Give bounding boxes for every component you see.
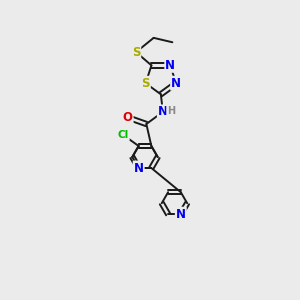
Text: N: N — [165, 59, 175, 72]
Text: N: N — [158, 105, 168, 119]
Text: N: N — [176, 208, 186, 221]
Text: S: S — [141, 77, 150, 90]
Text: O: O — [123, 111, 133, 124]
Text: N: N — [134, 161, 144, 175]
Text: N: N — [171, 77, 181, 90]
Text: H: H — [167, 106, 175, 116]
Text: Cl: Cl — [118, 130, 129, 140]
Text: S: S — [132, 46, 140, 59]
